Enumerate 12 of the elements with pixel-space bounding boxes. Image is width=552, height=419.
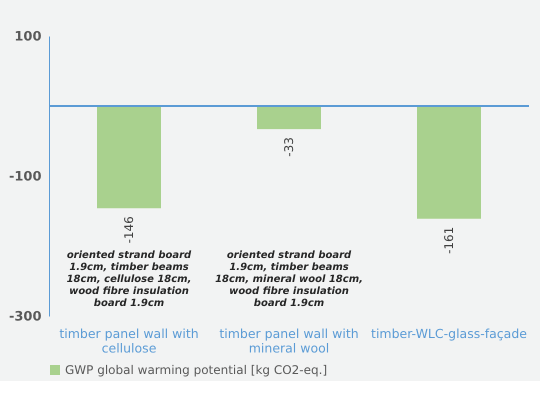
data-label: -33: [282, 137, 296, 157]
data-label: -161: [442, 226, 456, 254]
x-tick-label: timber panel wall with cellulose: [59, 326, 199, 356]
annotation: oriented strand board 1.9cm, timber beams 18cm, mineral wool 18cm, wood fibre insulation board 1.9cm: [215, 250, 363, 309]
data-label: -146: [122, 216, 136, 244]
annotation: oriented strand board 1.9cm, timber beams 18cm, cellulose 18cm, wood fibre insulation board 1.9cm: [66, 250, 192, 309]
y-tick-label: -300: [8, 310, 42, 324]
y-tick-label: -100: [8, 170, 42, 184]
x-tick-label: timber panel wall with mineral wool: [219, 326, 359, 356]
y-tick-label: 100: [14, 30, 42, 44]
legend-label: GWP global warming potential [kg CO2-eq.]: [65, 363, 328, 377]
x-tick-label: timber-WLC-glass-façade: [371, 326, 528, 341]
